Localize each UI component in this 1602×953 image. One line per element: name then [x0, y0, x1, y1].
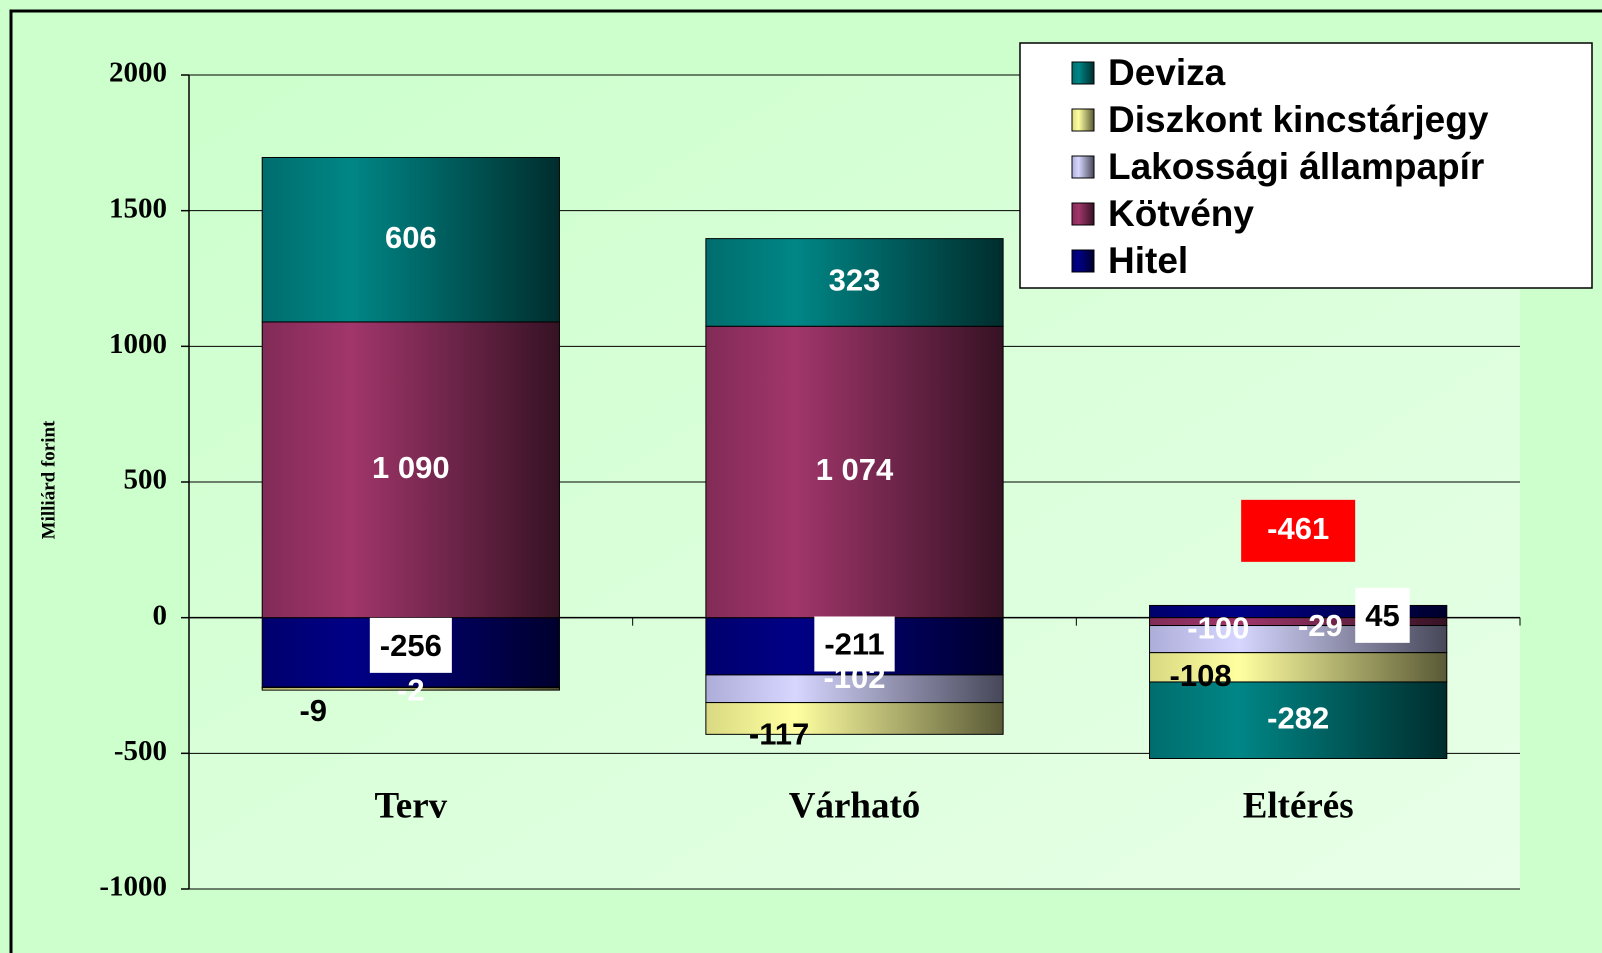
data-label: 45	[1365, 598, 1399, 633]
legend-swatch	[1071, 61, 1095, 85]
bar-segment	[261, 321, 560, 619]
y-tick-label: 1500	[109, 192, 167, 224]
bar-segment	[705, 702, 1004, 735]
legend-swatch	[1071, 108, 1095, 132]
legend-box	[1019, 42, 1593, 289]
data-label-box	[369, 617, 452, 673]
legend-label: Deviza	[1108, 52, 1226, 93]
data-label: -117	[749, 717, 809, 752]
legend-label: Diszkont kincstárjegy	[1108, 99, 1489, 140]
x-tick-label: Eltérés	[1243, 785, 1354, 826]
legend-swatch	[1071, 202, 1095, 226]
data-label: -256	[380, 628, 442, 663]
bar-segment	[261, 156, 560, 323]
data-label: -9	[299, 693, 327, 728]
y-tick-label: -500	[114, 735, 167, 767]
bar-segment	[705, 325, 1004, 619]
y-tick-label: 500	[124, 464, 168, 496]
bar-segment	[705, 238, 1004, 327]
bar-segment	[261, 687, 560, 691]
legend-swatch	[1071, 155, 1095, 179]
data-label-box	[1355, 587, 1410, 643]
data-label-box	[814, 616, 895, 672]
y-axis-title: Milliárd forint	[38, 420, 59, 539]
data-label: -108	[1170, 658, 1232, 693]
y-tick-label: -1000	[99, 871, 167, 903]
legend-label: Hitel	[1108, 240, 1188, 281]
annotation: -461	[1267, 511, 1329, 546]
legend-label: Kötvény	[1108, 193, 1254, 234]
data-label: 1 074	[816, 452, 894, 487]
data-label: -211	[824, 626, 884, 661]
data-label: -29	[1298, 608, 1343, 643]
y-tick-label: 2000	[109, 57, 167, 89]
bar-segment	[1149, 681, 1448, 759]
legend-swatch	[1071, 249, 1095, 273]
bar-segment	[705, 674, 1004, 704]
legend-label: Lakossági állampapír	[1108, 146, 1484, 187]
data-label: -102	[823, 660, 885, 695]
data-label: -2	[397, 672, 425, 707]
data-label: 606	[385, 220, 437, 255]
x-tick-label: Várható	[789, 785, 921, 826]
data-label: -100	[1187, 611, 1249, 646]
data-label: 323	[829, 263, 881, 298]
y-tick-label: 1000	[109, 328, 167, 360]
data-label: 1 090	[372, 450, 450, 485]
y-tick-label: 0	[153, 599, 168, 631]
annotation-box	[1241, 499, 1356, 562]
x-tick-label: Terv	[375, 785, 448, 826]
data-label: -282	[1267, 700, 1329, 735]
